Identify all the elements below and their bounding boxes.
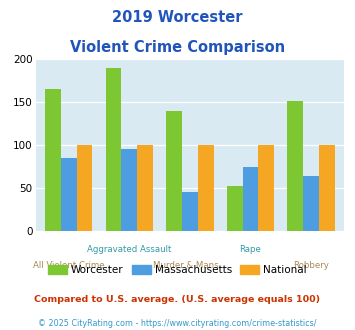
Bar [227, 186, 242, 231]
Text: Aggravated Assault: Aggravated Assault [87, 245, 171, 254]
Bar [121, 148, 137, 231]
Bar [242, 167, 258, 231]
Bar [198, 145, 214, 231]
Bar [258, 145, 274, 231]
Text: Robbery: Robbery [293, 261, 329, 270]
Bar [61, 158, 77, 231]
Legend: Worcester, Massachusetts, National: Worcester, Massachusetts, National [44, 261, 311, 280]
Text: Murder & Mans...: Murder & Mans... [153, 261, 227, 270]
Bar [45, 89, 61, 231]
Bar [137, 145, 153, 231]
Bar [288, 101, 303, 231]
Text: All Violent Crime: All Violent Crime [33, 261, 105, 270]
Text: Compared to U.S. average. (U.S. average equals 100): Compared to U.S. average. (U.S. average … [34, 295, 321, 304]
Bar [77, 145, 92, 231]
Bar [182, 192, 198, 231]
Bar [319, 145, 335, 231]
Text: Rape: Rape [240, 245, 261, 254]
Bar [303, 176, 319, 231]
Bar [106, 68, 121, 231]
Bar [166, 111, 182, 231]
Text: 2019 Worcester: 2019 Worcester [112, 10, 243, 25]
Text: © 2025 CityRating.com - https://www.cityrating.com/crime-statistics/: © 2025 CityRating.com - https://www.city… [38, 319, 317, 328]
Text: Violent Crime Comparison: Violent Crime Comparison [70, 40, 285, 54]
